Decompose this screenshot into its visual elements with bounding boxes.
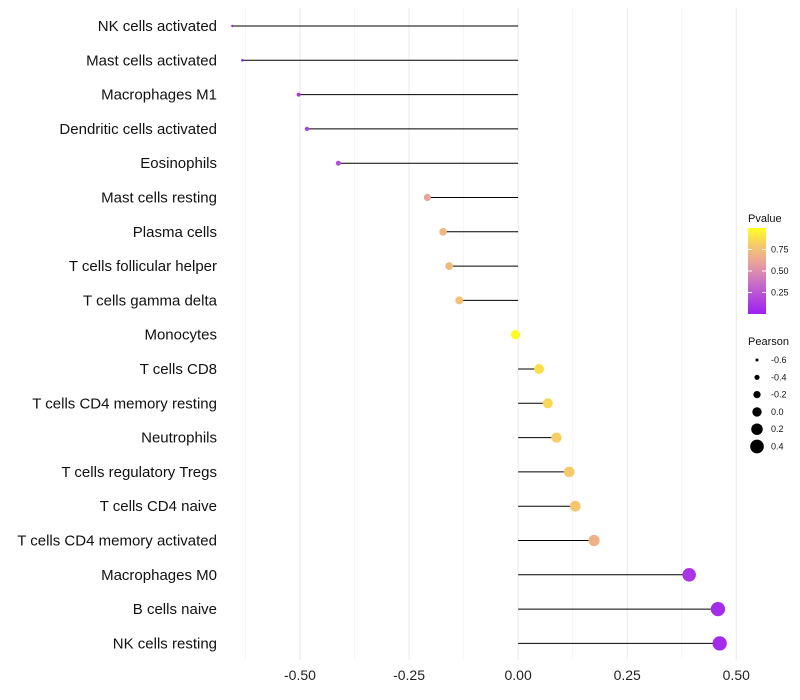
x-tick-label: -0.50	[284, 667, 316, 683]
lollipop-point	[563, 466, 575, 478]
x-axis: -0.50 -0.25 0.00 0.25 0.50	[284, 667, 750, 683]
pvalue-legend: Pvalue 0.75 0.50 0.25	[748, 213, 789, 314]
pearson-key-label: -0.6	[771, 355, 787, 365]
category-label: T cells follicular helper	[69, 258, 217, 275]
category-label: Mast cells activated	[86, 52, 217, 69]
category-label: T cells CD4 memory activated	[17, 533, 217, 550]
pearson-key-dot	[751, 423, 763, 435]
pvalue-tick-label: 0.75	[771, 245, 789, 255]
x-tick-label: 0.25	[614, 667, 641, 683]
lollipop-point	[241, 58, 244, 62]
pearson-key-dot	[754, 374, 760, 380]
lollipop-point	[335, 160, 341, 166]
category-label: NK cells resting	[113, 635, 217, 652]
pearson-key-label: 0.2	[771, 424, 784, 434]
x-tick-label: -0.25	[393, 667, 425, 683]
pearson-key-dot	[752, 407, 762, 417]
pearson-key-dot	[750, 439, 764, 454]
category-label: T cells CD8	[140, 361, 217, 378]
lollipop-point	[423, 193, 431, 202]
category-label: B cells naive	[133, 601, 217, 618]
category-label: T cells gamma delta	[83, 292, 218, 309]
lollipop-point	[510, 330, 521, 340]
lollipop-point	[296, 92, 301, 97]
pearson-legend: Pearson -0.6 -0.4 -0.2 0.0 0.2 0.4	[748, 336, 789, 454]
point-layer	[231, 24, 727, 651]
pearson-legend-title: Pearson	[748, 336, 789, 348]
x-tick-label: 0.00	[505, 667, 532, 683]
category-label: Eosinophils	[140, 155, 217, 172]
category-label: T cells CD4 memory resting	[32, 395, 217, 412]
category-axis: NK cells activated Mast cells activated Ma…	[17, 18, 217, 652]
pvalue-tick-label: 0.50	[771, 266, 789, 276]
category-label: Macrophages M1	[101, 87, 217, 104]
pearson-key-label: 0.4	[771, 442, 784, 452]
pearson-key-dot	[753, 390, 761, 399]
lollipop-point	[551, 432, 562, 443]
lollipop-point	[710, 601, 726, 617]
lollipop-point	[304, 126, 310, 132]
category-label: Plasma cells	[133, 224, 217, 241]
category-label: T cells CD4 naive	[100, 498, 217, 515]
lollipop-point	[682, 568, 696, 582]
lollipop-point	[534, 364, 545, 374]
category-label: Mast cells resting	[101, 190, 217, 207]
lollipop-point	[455, 296, 464, 305]
pearson-key-label: 0.0	[771, 407, 784, 417]
lollipop-point	[569, 500, 581, 512]
lollipop-point	[231, 24, 234, 28]
category-label: Neutrophils	[141, 430, 217, 447]
pearson-key-label: -0.4	[771, 372, 787, 382]
stem-layer	[232, 25, 720, 644]
category-label: NK cells activated	[98, 18, 217, 35]
category-label: T cells regulatory Tregs	[61, 464, 217, 481]
lollipop-point	[542, 398, 553, 409]
pvalue-legend-title: Pvalue	[748, 213, 782, 225]
category-label: Dendritic cells activated	[59, 121, 217, 138]
lollipop-point	[439, 228, 447, 236]
category-label: Monocytes	[144, 327, 217, 344]
category-label: Macrophages M0	[101, 567, 217, 584]
x-tick-label: 0.50	[723, 667, 750, 683]
lollipop-point	[588, 534, 600, 547]
pearson-key-label: -0.2	[771, 390, 787, 400]
grid-layer	[245, 8, 737, 660]
lollipop-point	[445, 262, 454, 270]
pearson-key-dot	[755, 358, 759, 362]
lollipop-point	[712, 636, 727, 651]
pvalue-colorbar	[748, 228, 766, 314]
pvalue-tick-label: 0.25	[771, 288, 789, 298]
